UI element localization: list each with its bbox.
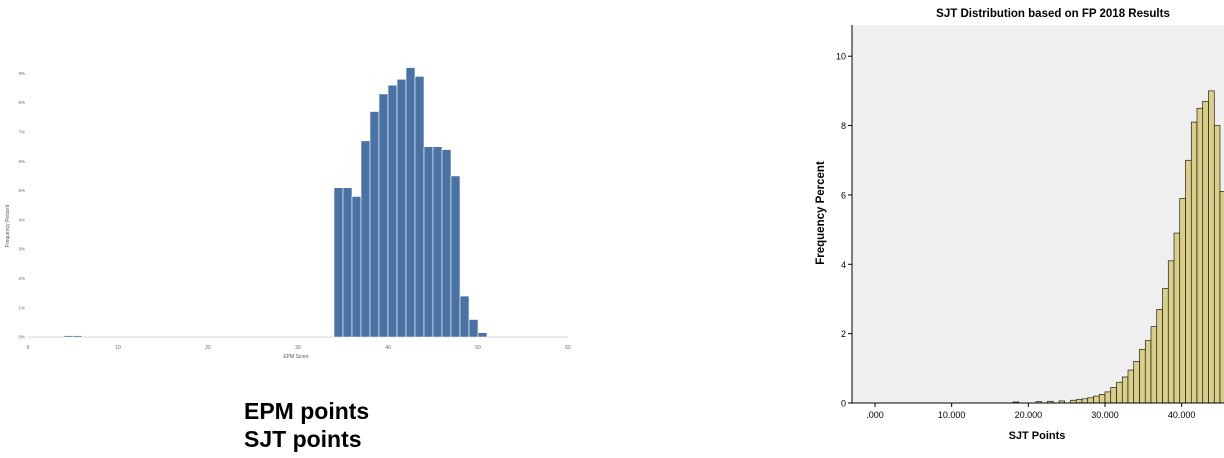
sjt-x-tick-label: 40.000	[1168, 410, 1196, 420]
epm-y-tick-label: 0%	[18, 335, 25, 340]
epm-bar-34	[333, 187, 344, 338]
sjt-bar-39	[1173, 232, 1181, 404]
sjt-bar-43.5	[1208, 90, 1215, 404]
epm-x-tick-label: 20	[205, 345, 211, 351]
sjt-bar-29.25	[1098, 394, 1106, 404]
sjt-chart-title: SJT Distribution based on FP 2018 Result…	[936, 8, 1170, 20]
sjt-bar-39.75	[1179, 198, 1186, 404]
sjt-bar-33.75	[1133, 361, 1140, 404]
sjt-bar-45	[1219, 191, 1224, 404]
epm-y-tick-label: 9%	[18, 71, 25, 76]
sjt-bar-37.5	[1162, 288, 1169, 404]
sjt-x-tick-label: 20.000	[1015, 410, 1043, 420]
sjt-y-tick-label: 0	[841, 399, 846, 409]
sjt-bar-27	[1081, 398, 1089, 404]
sjt-y-tick-label: 2	[841, 329, 846, 339]
epm-bar-44	[423, 146, 434, 338]
epm-y-tick-label: 3%	[18, 247, 25, 252]
epm-y-tick-label: 6%	[18, 159, 25, 164]
sjt-bar-41.25	[1190, 121, 1198, 404]
sjt-bar-33	[1127, 369, 1135, 404]
caption-line-1: EPM points	[244, 398, 370, 424]
epm-bar-43	[414, 76, 425, 338]
sjt-histogram: SJT Distribution based on FP 2018 Result…	[815, 8, 1224, 442]
epm-bar-4	[63, 335, 74, 338]
epm-x-tick-label: 50	[475, 345, 481, 351]
epm-bar-5	[72, 335, 83, 338]
epm-histogram: 0% 1% 2% 3% 4% 5% 6% 7% 8% 9% 0 10 20 30 40 50 60 Frequ…	[5, 67, 571, 360]
epm-y-tick-label: 8%	[18, 100, 25, 105]
epm-bar-40	[387, 84, 398, 338]
epm-y-tick-label: 1%	[18, 305, 25, 310]
sjt-x-tick-label: 10.000	[938, 410, 966, 420]
epm-bar-45	[432, 146, 443, 338]
sjt-y-tick-label: 10	[836, 52, 846, 62]
epm-bar-35	[342, 187, 353, 338]
epm-bar-42	[405, 67, 416, 338]
epm-bar-38	[369, 111, 380, 338]
epm-x-tick-label: 60	[565, 345, 571, 351]
sjt-bar-36.75	[1156, 309, 1163, 404]
epm-bar-39	[378, 93, 389, 338]
sjt-y-tick-label: 4	[841, 260, 846, 270]
epm-bar-46	[441, 149, 452, 338]
epm-y-axis-label: Frequency Percent	[5, 204, 11, 247]
sjt-bar-27.75	[1087, 397, 1094, 404]
sjt-bar-42.75	[1202, 100, 1209, 404]
sjt-bar-32.25	[1121, 376, 1129, 404]
sjt-axes	[851, 25, 1224, 404]
sjt-x-tick-label: 30.000	[1091, 410, 1119, 420]
epm-bar-36	[351, 196, 362, 338]
epm-x-tick-label: 0	[27, 345, 30, 351]
epm-bar-48	[459, 295, 470, 338]
sjt-bar-40.5	[1185, 159, 1192, 404]
sjt-bar-30.75	[1110, 387, 1117, 404]
sjt-y-axis-label: Frequency Percent	[815, 161, 827, 265]
sjt-bar-44.25	[1213, 125, 1221, 404]
epm-y-tick-label: 5%	[18, 188, 25, 193]
epm-y-tick-label: 2%	[18, 276, 25, 281]
sjt-y-tick-label: 6	[841, 190, 846, 200]
epm-bar-50	[477, 332, 488, 338]
epm-x-tick-label: 40	[385, 345, 391, 351]
epm-bar-37	[360, 140, 371, 338]
sjt-y-ticks: 0 2 4 6 8 10	[836, 52, 852, 409]
sjt-bar-28.5	[1093, 395, 1100, 404]
sjt-bar-38.25	[1167, 260, 1175, 404]
sjt-x-tick-label: .000	[866, 410, 884, 420]
sjt-bar-36	[1150, 326, 1158, 404]
epm-y-tick-label: 4%	[18, 217, 25, 222]
epm-x-axis-label: EPM Score	[283, 354, 309, 360]
epm-x-tick-label: 30	[295, 345, 301, 351]
epm-bar-41	[396, 78, 407, 338]
epm-x-tick-label: 10	[115, 345, 121, 351]
caption-line-2: SJT points	[244, 426, 362, 452]
sjt-bar-26.25	[1075, 399, 1083, 404]
sjt-bar-31.5	[1116, 381, 1123, 404]
sjt-bar-42	[1196, 107, 1204, 404]
epm-bar-49	[468, 319, 479, 338]
sjt-y-tick-label: 8	[841, 121, 846, 131]
epm-y-tick-label: 7%	[18, 130, 25, 135]
sjt-bar-30	[1104, 391, 1112, 404]
sjt-bar-34.5	[1139, 348, 1146, 404]
epm-x-ticks: 0 10 20 30 40 50 60	[27, 345, 571, 351]
epm-bars	[63, 67, 488, 338]
sjt-bar-35.25	[1144, 340, 1152, 404]
epm-y-ticks: 0% 1% 2% 3% 4% 5% 6% 7% 8% 9%	[18, 71, 25, 340]
sjt-x-axis-label: SJT Points	[1009, 430, 1066, 442]
epm-bar-47	[450, 175, 461, 338]
